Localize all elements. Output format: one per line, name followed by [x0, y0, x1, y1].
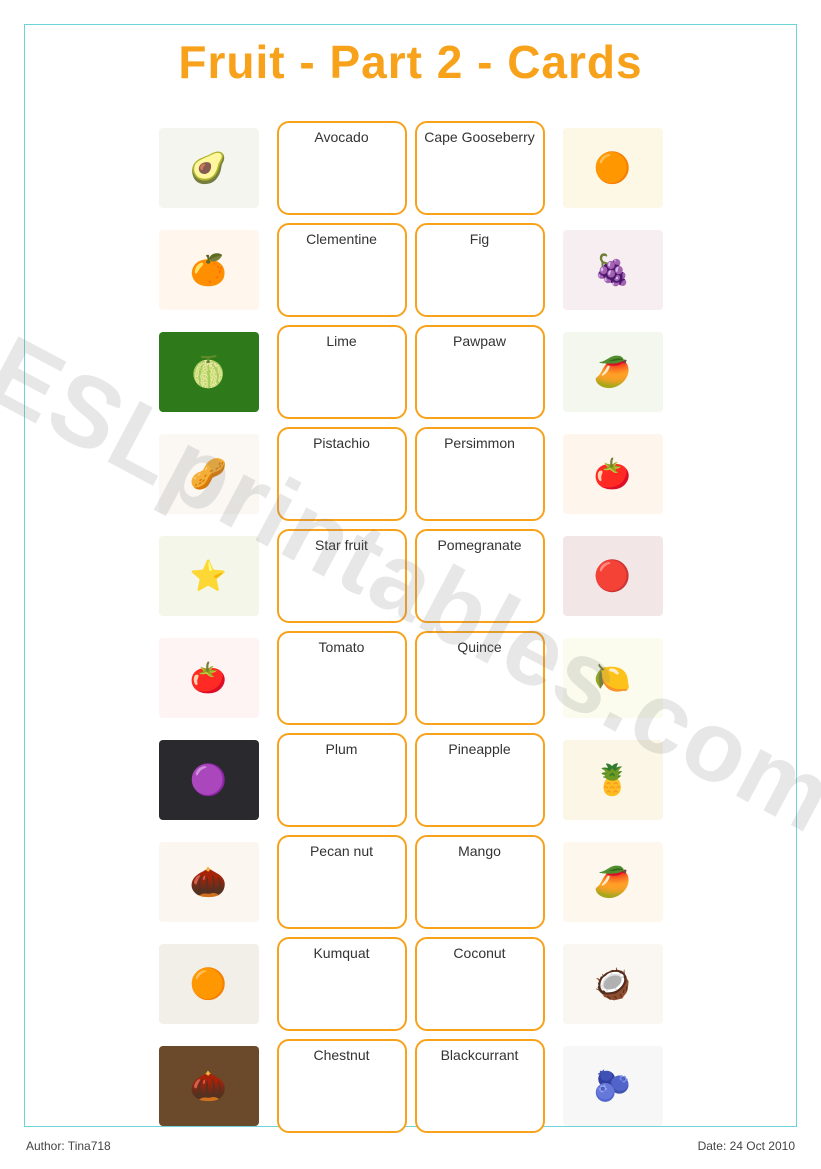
- fruit-image-placeholder: 🥭: [563, 842, 663, 922]
- fruit-image-left: 🟠: [149, 937, 269, 1031]
- fruit-image-placeholder: 🟠: [563, 128, 663, 208]
- card-row: 🌰 Pecan nut Mango 🥭: [95, 835, 726, 929]
- fruit-image-left: ⭐: [149, 529, 269, 623]
- fruit-image-left: 🍊: [149, 223, 269, 317]
- fruit-image-right: 🍍: [553, 733, 673, 827]
- fruit-card-label: Cape Gooseberry: [424, 129, 535, 145]
- fruit-card-left: Plum: [277, 733, 407, 827]
- fruit-image-placeholder: 🍅: [159, 638, 259, 718]
- card-row: 🥜 Pistachio Persimmon 🍅: [95, 427, 726, 521]
- card-row: 🟠 Kumquat Coconut 🥥: [95, 937, 726, 1031]
- fruit-card-right: Pineapple: [415, 733, 545, 827]
- fruit-image-left: 🍅: [149, 631, 269, 725]
- page-title: Fruit - Part 2 - Cards: [25, 25, 796, 88]
- fruit-card-right: Pawpaw: [415, 325, 545, 419]
- fruit-image-left: 🍈: [149, 325, 269, 419]
- footer-author: Author: Tina718: [26, 1139, 111, 1153]
- fruit-image-placeholder: 🌰: [159, 842, 259, 922]
- card-row: 🍈 Lime Pawpaw 🥭: [95, 325, 726, 419]
- fruit-card-right: Pomegranate: [415, 529, 545, 623]
- card-row: 🌰 Chestnut Blackcurrant 🫐: [95, 1039, 726, 1133]
- fruit-card-left: Avocado: [277, 121, 407, 215]
- fruit-card-label: Pistachio: [313, 435, 370, 451]
- fruit-card-label: Clementine: [306, 231, 377, 247]
- fruit-image-placeholder: 🌰: [159, 1046, 259, 1126]
- fruit-image-placeholder: 🍊: [159, 230, 259, 310]
- fruit-card-label: Avocado: [314, 129, 368, 145]
- fruit-card-label: Plum: [326, 741, 358, 757]
- fruit-card-label: Tomato: [319, 639, 365, 655]
- fruit-image-placeholder: ⭐: [159, 536, 259, 616]
- fruit-image-placeholder: 🍅: [563, 434, 663, 514]
- fruit-card-label: Pomegranate: [437, 537, 521, 553]
- fruit-card-left: Pecan nut: [277, 835, 407, 929]
- fruit-image-left: 🟣: [149, 733, 269, 827]
- fruit-image-right: 🔴: [553, 529, 673, 623]
- fruit-card-label: Fig: [470, 231, 489, 247]
- fruit-card-left: Tomato: [277, 631, 407, 725]
- fruit-image-right: 🍇: [553, 223, 673, 317]
- fruit-card-label: Star fruit: [315, 537, 368, 553]
- fruit-card-label: Coconut: [453, 945, 505, 961]
- fruit-image-placeholder: 🔴: [563, 536, 663, 616]
- footer-date: Date: 24 Oct 2010: [698, 1139, 795, 1153]
- fruit-image-placeholder: 🍈: [159, 332, 259, 412]
- fruit-image-placeholder: 🥜: [159, 434, 259, 514]
- fruit-card-label: Persimmon: [444, 435, 515, 451]
- fruit-card-right: Cape Gooseberry: [415, 121, 545, 215]
- fruit-image-right: 🫐: [553, 1039, 673, 1133]
- fruit-card-label: Chestnut: [313, 1047, 369, 1063]
- fruit-card-label: Mango: [458, 843, 501, 859]
- card-row: 🍊 Clementine Fig 🍇: [95, 223, 726, 317]
- card-row: 🟣 Plum Pineapple 🍍: [95, 733, 726, 827]
- fruit-image-left: 🌰: [149, 835, 269, 929]
- footer: Author: Tina718 Date: 24 Oct 2010: [26, 1139, 795, 1153]
- fruit-image-placeholder: 🟠: [159, 944, 259, 1024]
- fruit-image-right: 🍅: [553, 427, 673, 521]
- fruit-image-right: 🥭: [553, 835, 673, 929]
- card-row: 🥑 Avocado Cape Gooseberry 🟠: [95, 121, 726, 215]
- fruit-card-left: Star fruit: [277, 529, 407, 623]
- fruit-card-right: Persimmon: [415, 427, 545, 521]
- fruit-image-right: 🥥: [553, 937, 673, 1031]
- fruit-card-left: Lime: [277, 325, 407, 419]
- fruit-image-placeholder: 🫐: [563, 1046, 663, 1126]
- fruit-image-placeholder: 🍋: [563, 638, 663, 718]
- card-row: ⭐ Star fruit Pomegranate 🔴: [95, 529, 726, 623]
- fruit-image-placeholder: 🥑: [159, 128, 259, 208]
- fruit-card-label: Lime: [326, 333, 356, 349]
- fruit-image-placeholder: 🍍: [563, 740, 663, 820]
- fruit-card-left: Chestnut: [277, 1039, 407, 1133]
- fruit-image-right: 🟠: [553, 121, 673, 215]
- fruit-card-label: Pecan nut: [310, 843, 373, 859]
- fruit-image-left: 🥑: [149, 121, 269, 215]
- fruit-card-label: Pineapple: [448, 741, 510, 757]
- fruit-image-placeholder: 🥭: [563, 332, 663, 412]
- fruit-image-placeholder: 🥥: [563, 944, 663, 1024]
- fruit-card-right: Coconut: [415, 937, 545, 1031]
- fruit-image-placeholder: 🟣: [159, 740, 259, 820]
- fruit-card-right: Blackcurrant: [415, 1039, 545, 1133]
- fruit-card-right: Quince: [415, 631, 545, 725]
- fruit-card-right: Fig: [415, 223, 545, 317]
- fruit-card-label: Quince: [457, 639, 501, 655]
- fruit-card-label: Kumquat: [313, 945, 369, 961]
- cards-grid: 🥑 Avocado Cape Gooseberry 🟠 🍊 Clementine Fig 🍇 🍈…: [95, 121, 726, 1106]
- card-row: 🍅 Tomato Quince 🍋: [95, 631, 726, 725]
- fruit-card-label: Pawpaw: [453, 333, 506, 349]
- fruit-card-right: Mango: [415, 835, 545, 929]
- fruit-card-left: Kumquat: [277, 937, 407, 1031]
- fruit-image-placeholder: 🍇: [563, 230, 663, 310]
- fruit-image-right: 🍋: [553, 631, 673, 725]
- fruit-card-left: Clementine: [277, 223, 407, 317]
- fruit-image-left: 🌰: [149, 1039, 269, 1133]
- fruit-image-left: 🥜: [149, 427, 269, 521]
- fruit-card-left: Pistachio: [277, 427, 407, 521]
- page-frame: Fruit - Part 2 - Cards 🥑 Avocado Cape Goos…: [24, 24, 797, 1127]
- fruit-image-right: 🥭: [553, 325, 673, 419]
- fruit-card-label: Blackcurrant: [441, 1047, 519, 1063]
